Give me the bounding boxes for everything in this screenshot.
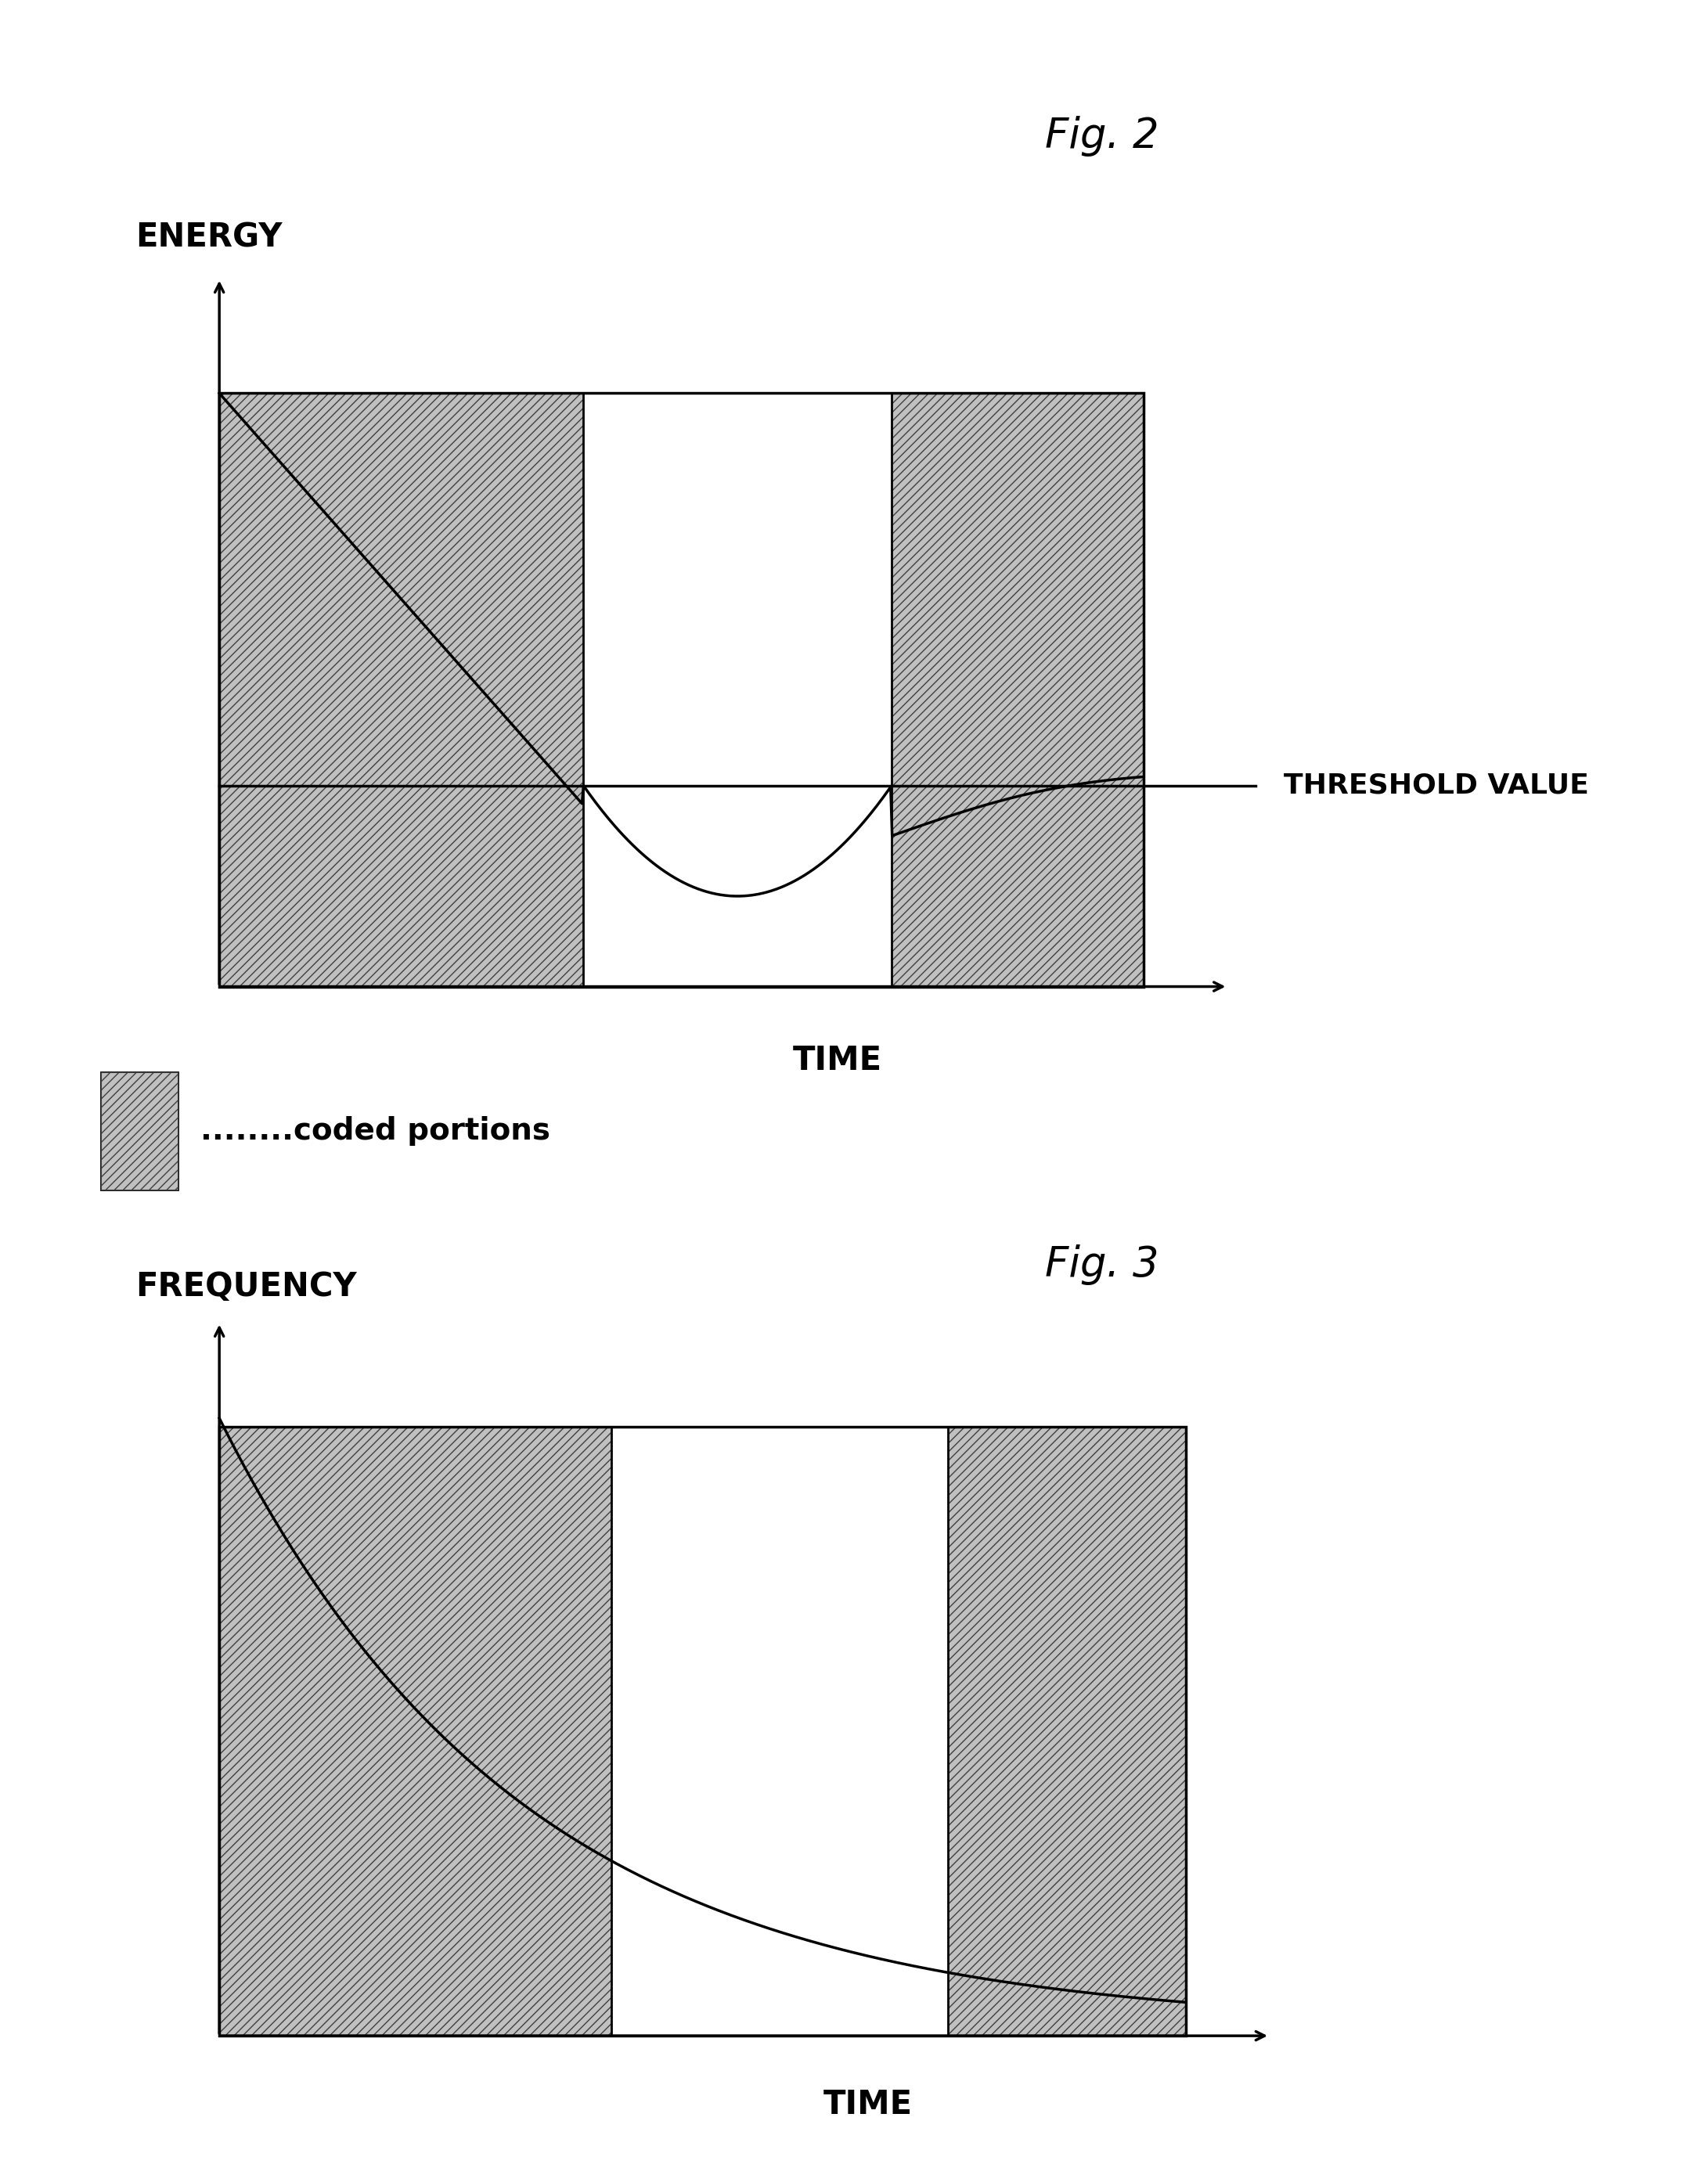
Text: Fig. 3: Fig. 3 [1045,1244,1158,1285]
Bar [219,1427,611,2036]
Bar [219,394,1144,987]
Text: Fig. 2: Fig. 2 [1045,115,1158,157]
Bar [611,1427,948,2036]
Bar [584,394,892,987]
Bar [892,394,1144,987]
Text: FREQUENCY: FREQUENCY [135,1270,357,1303]
Bar [219,394,584,987]
Text: ENERGY: ENERGY [135,222,282,254]
Bar [948,1427,1185,2036]
Text: TIME: TIME [793,1044,883,1077]
Text: THRESHOLD VALUE: THRESHOLD VALUE [1284,772,1588,798]
Bar [101,1072,178,1190]
Bar [101,1072,178,1190]
Bar [219,1427,1185,2036]
Text: TIME: TIME [823,2088,912,2121]
Text: ........coded portions: ........coded portions [202,1116,550,1146]
